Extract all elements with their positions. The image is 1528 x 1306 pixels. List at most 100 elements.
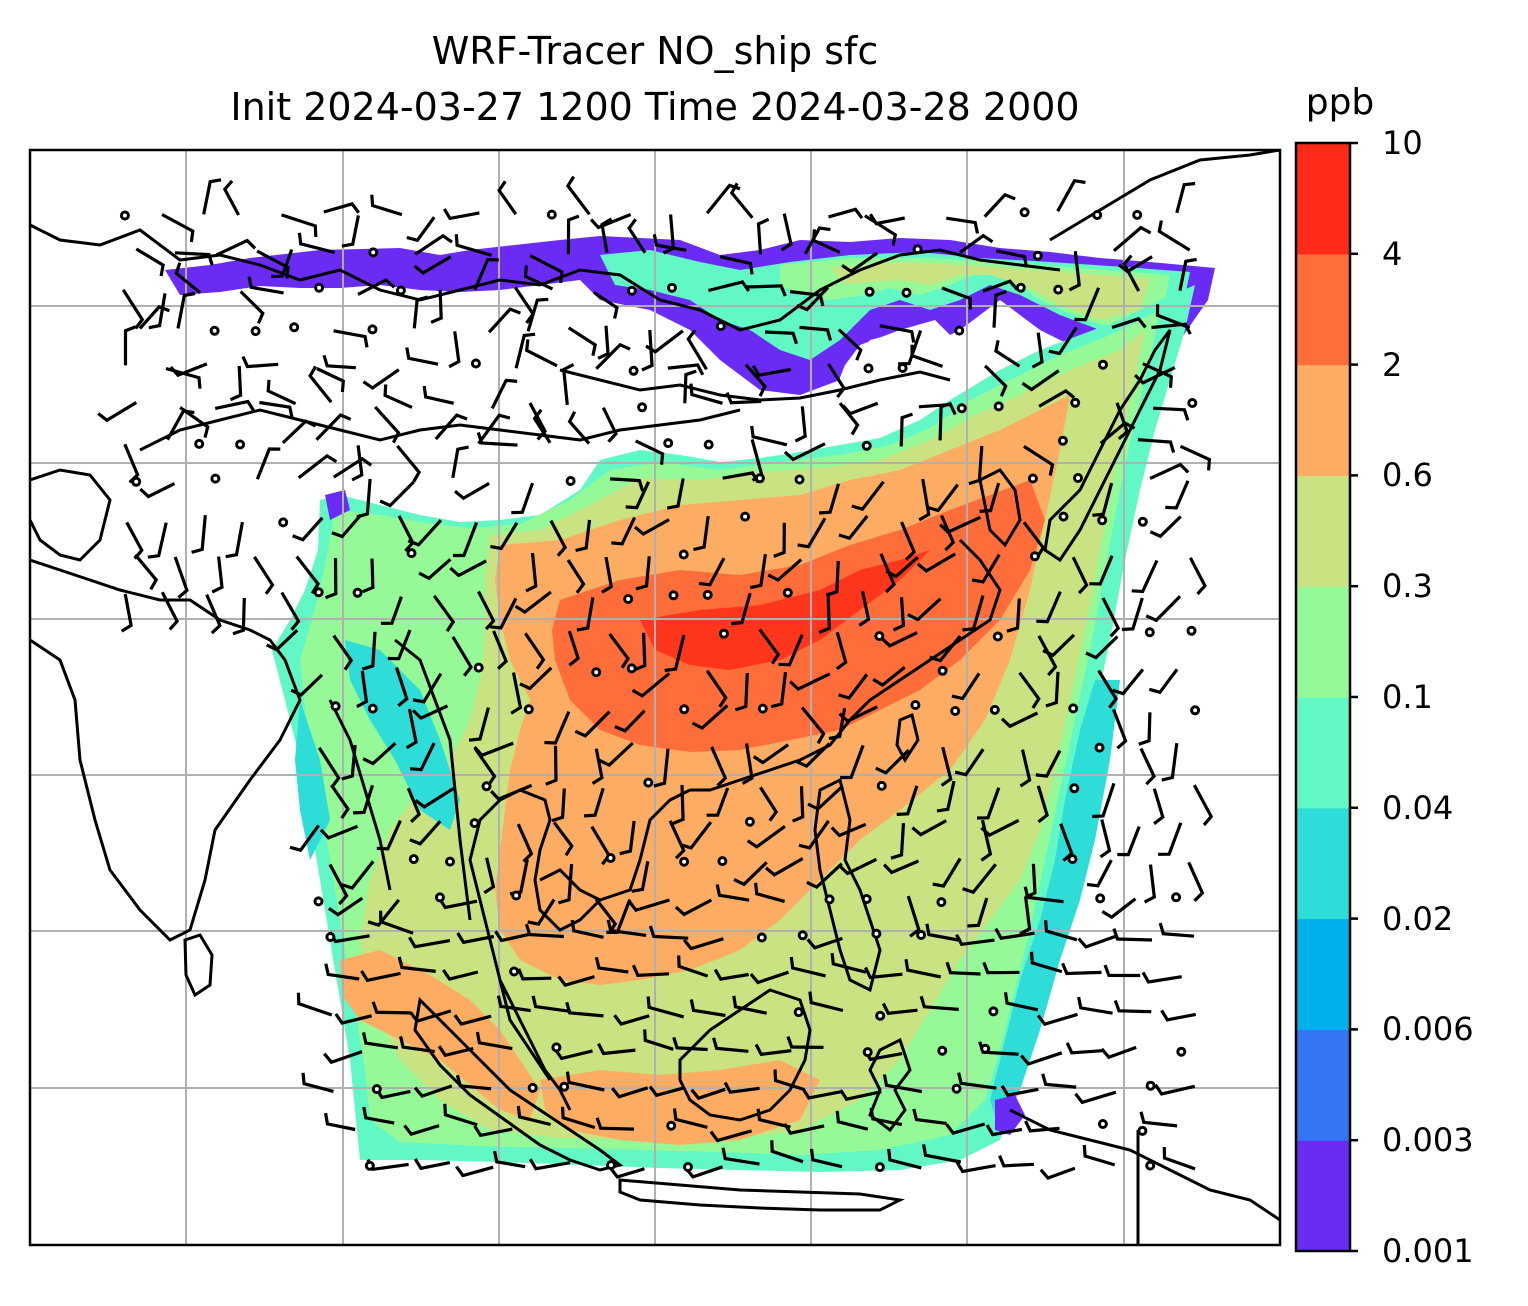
calm-circle — [352, 587, 363, 598]
calm-circle — [989, 704, 1000, 715]
calm-circle — [1029, 551, 1040, 562]
wind-barb — [297, 453, 338, 480]
wind-barb — [812, 229, 841, 254]
wind-barb — [191, 514, 207, 554]
wind-barb — [473, 1125, 513, 1138]
calm-circle — [527, 1082, 538, 1093]
wind-barb — [705, 669, 728, 708]
title-line-1: WRF-Tracer NO_ship sfc — [431, 29, 879, 73]
wind-barb — [628, 898, 670, 913]
wind-barb — [1153, 406, 1190, 421]
wind-barb — [597, 1042, 636, 1056]
wind-barb — [1092, 482, 1114, 517]
wind-barb — [448, 331, 461, 369]
wind-barb — [452, 521, 479, 558]
calm-circle — [1137, 1125, 1148, 1136]
wind-barb — [532, 408, 552, 444]
wind-barb — [496, 995, 531, 1013]
calm-circle — [668, 590, 679, 601]
wind-barb — [838, 857, 878, 876]
calm-circle — [1067, 854, 1078, 865]
wind-barb — [806, 936, 843, 950]
wind-barb — [165, 366, 202, 389]
field-purple-south — [995, 1095, 1025, 1135]
wind-barb — [932, 857, 962, 888]
calm-circle — [1097, 1119, 1108, 1129]
wind-barb — [1101, 897, 1137, 920]
wind-barb — [362, 742, 397, 766]
coast-java — [618, 1178, 905, 1212]
wind-barb — [1021, 369, 1060, 392]
wind-barb — [1139, 747, 1156, 786]
wind-barb — [247, 276, 284, 295]
wind-barb — [719, 255, 754, 275]
colorbar-segment — [1296, 1140, 1350, 1252]
wind-barb — [1061, 962, 1102, 976]
wind-barb — [1179, 444, 1212, 471]
calm-circle — [445, 856, 455, 867]
wind-barb — [567, 326, 597, 357]
wind-barb — [473, 747, 497, 787]
wind-barb — [752, 743, 790, 765]
wind-barb — [1037, 635, 1058, 677]
wind-barb — [770, 1140, 804, 1164]
wind-barb — [631, 861, 650, 893]
calm-circle — [663, 438, 674, 449]
wind-barb — [1036, 1012, 1078, 1027]
wind-barb — [574, 710, 611, 738]
wind-barb — [1161, 742, 1179, 782]
calm-circle — [793, 1007, 804, 1018]
wind-barb — [945, 1122, 986, 1135]
wind-barb — [362, 368, 400, 390]
wind-barb — [379, 480, 415, 508]
calm-circle — [757, 703, 768, 714]
wind-barb — [1112, 225, 1152, 253]
wind-barb — [1137, 438, 1176, 454]
wind-barb — [767, 558, 803, 582]
wind-barb — [968, 445, 984, 486]
wind-barb — [1036, 785, 1049, 824]
wind-barb — [633, 632, 647, 672]
wind-barb — [751, 364, 792, 377]
wind-barb — [551, 788, 566, 823]
calm-circle — [954, 325, 965, 336]
wind-barb — [179, 406, 210, 438]
wind-barb — [266, 629, 299, 652]
coast-india — [30, 558, 302, 942]
wind-barb — [946, 216, 980, 234]
calm-circle — [605, 853, 616, 863]
wind-barb — [412, 295, 429, 329]
wind-barb — [451, 445, 469, 479]
wind-barb — [900, 521, 917, 561]
calm-circle — [824, 894, 835, 905]
colorbar-tick-label: 2 — [1382, 345, 1403, 384]
wind-barb — [97, 401, 138, 423]
wind-barb — [967, 897, 989, 928]
wind-barb — [1099, 819, 1112, 859]
wind-barb — [443, 1103, 478, 1127]
wind-barb — [803, 226, 831, 255]
field-edge-east — [990, 680, 1120, 1130]
wind-barb — [896, 785, 919, 816]
wind-barb — [595, 342, 631, 370]
wind-barb — [918, 478, 931, 522]
wind-barb — [409, 1009, 452, 1023]
wind-barb — [214, 399, 256, 412]
wind-barb — [511, 482, 535, 515]
wind-barb — [529, 254, 564, 284]
calm-circle — [937, 1045, 948, 1056]
wind-barb — [882, 1074, 923, 1094]
wind-barb — [328, 863, 349, 906]
calm-circle — [897, 363, 908, 373]
wind-barb — [222, 179, 241, 216]
map-frame — [28, 148, 1282, 1247]
wind-barb — [139, 482, 176, 499]
calm-circle — [551, 1042, 562, 1053]
wind-barb — [362, 1106, 395, 1125]
calm-circle — [988, 1006, 999, 1017]
wind-barb — [979, 482, 1001, 513]
wind-barb — [281, 419, 317, 445]
wind-barb — [301, 1072, 334, 1093]
wind-barb — [591, 748, 604, 785]
calm-circle — [546, 209, 557, 220]
